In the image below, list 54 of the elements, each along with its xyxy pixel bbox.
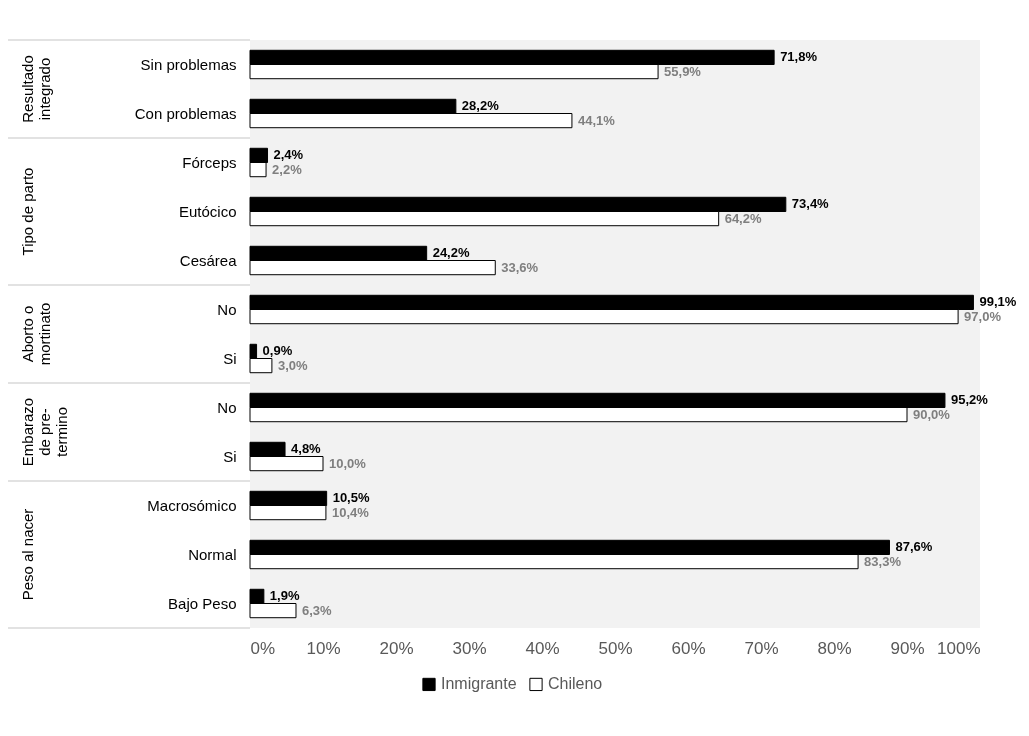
text: Embarazo de pre- termino — [19, 397, 70, 467]
data-label: 0,9% — [262, 343, 293, 359]
data-label: 99,1% — [979, 294, 1017, 310]
y-tick-label: Normal — [188, 545, 237, 563]
y-tick-label: Sin problemas — [140, 55, 237, 73]
text: Aborto o mortinato — [19, 302, 53, 366]
y-tick-label: No — [217, 398, 237, 416]
data-label: 10,4% — [331, 504, 370, 520]
y-tick-label: Con problemas — [134, 104, 237, 122]
text: Resultado integrado — [19, 55, 53, 123]
data-label: 73,4% — [791, 196, 830, 212]
data-label: 64,2% — [724, 210, 762, 226]
text: Tipo de parto — [19, 167, 36, 256]
x-tick-label: 20% — [379, 638, 414, 658]
x-tick-label: 50% — [598, 638, 633, 658]
data-label: 55,9% — [664, 63, 702, 79]
data-label: 28,2% — [461, 98, 500, 114]
y-tick-label: Si — [223, 349, 237, 367]
data-label: 71,8% — [780, 49, 818, 65]
data-label: 6,3% — [301, 602, 333, 618]
data-label: 90,0% — [913, 406, 951, 422]
y-tick-label: Fórceps — [182, 153, 237, 171]
x-tick-label: 90% — [890, 638, 925, 658]
text: Peso al nacer — [19, 508, 36, 601]
data-label: 2,2% — [272, 161, 303, 177]
x-tick-label: 100% — [937, 638, 981, 658]
data-label: 95,2% — [950, 392, 989, 408]
x-tick-label: 60% — [671, 638, 706, 658]
data-label: 10,0% — [329, 455, 367, 471]
y-tick-label: Bajo Peso — [168, 594, 237, 612]
x-tick-label: 0% — [250, 638, 276, 658]
data-label: 33,6% — [501, 259, 539, 275]
y-tick-label: Eutócico — [178, 202, 237, 220]
x-tick-label: 70% — [744, 638, 779, 658]
data-label: 44,1% — [577, 112, 616, 128]
legend-label: Chileno — [548, 675, 603, 693]
y-tick-label: Cesárea — [179, 251, 238, 269]
y-tick-label: No — [217, 300, 237, 318]
x-tick-label: 40% — [525, 638, 560, 658]
y-tick-label: Macrosómico — [147, 496, 237, 514]
x-tick-label: 30% — [452, 638, 487, 658]
x-tick-label: 10% — [306, 638, 341, 658]
data-label: 3,0% — [277, 357, 308, 373]
data-label: 4,8% — [291, 441, 322, 457]
data-label: 87,6% — [895, 539, 933, 555]
legend-label: Inmigrante — [441, 675, 517, 693]
x-tick-label: 80% — [817, 638, 852, 658]
data-label: 2,4% — [273, 147, 304, 163]
data-label: 24,2% — [432, 245, 470, 261]
data-label: 10,5% — [332, 490, 370, 506]
y-tick-label: Si — [223, 447, 237, 465]
data-label: 83,3% — [864, 553, 902, 569]
data-label: 97,0% — [964, 308, 1002, 324]
data-label: 1,9% — [269, 588, 300, 604]
